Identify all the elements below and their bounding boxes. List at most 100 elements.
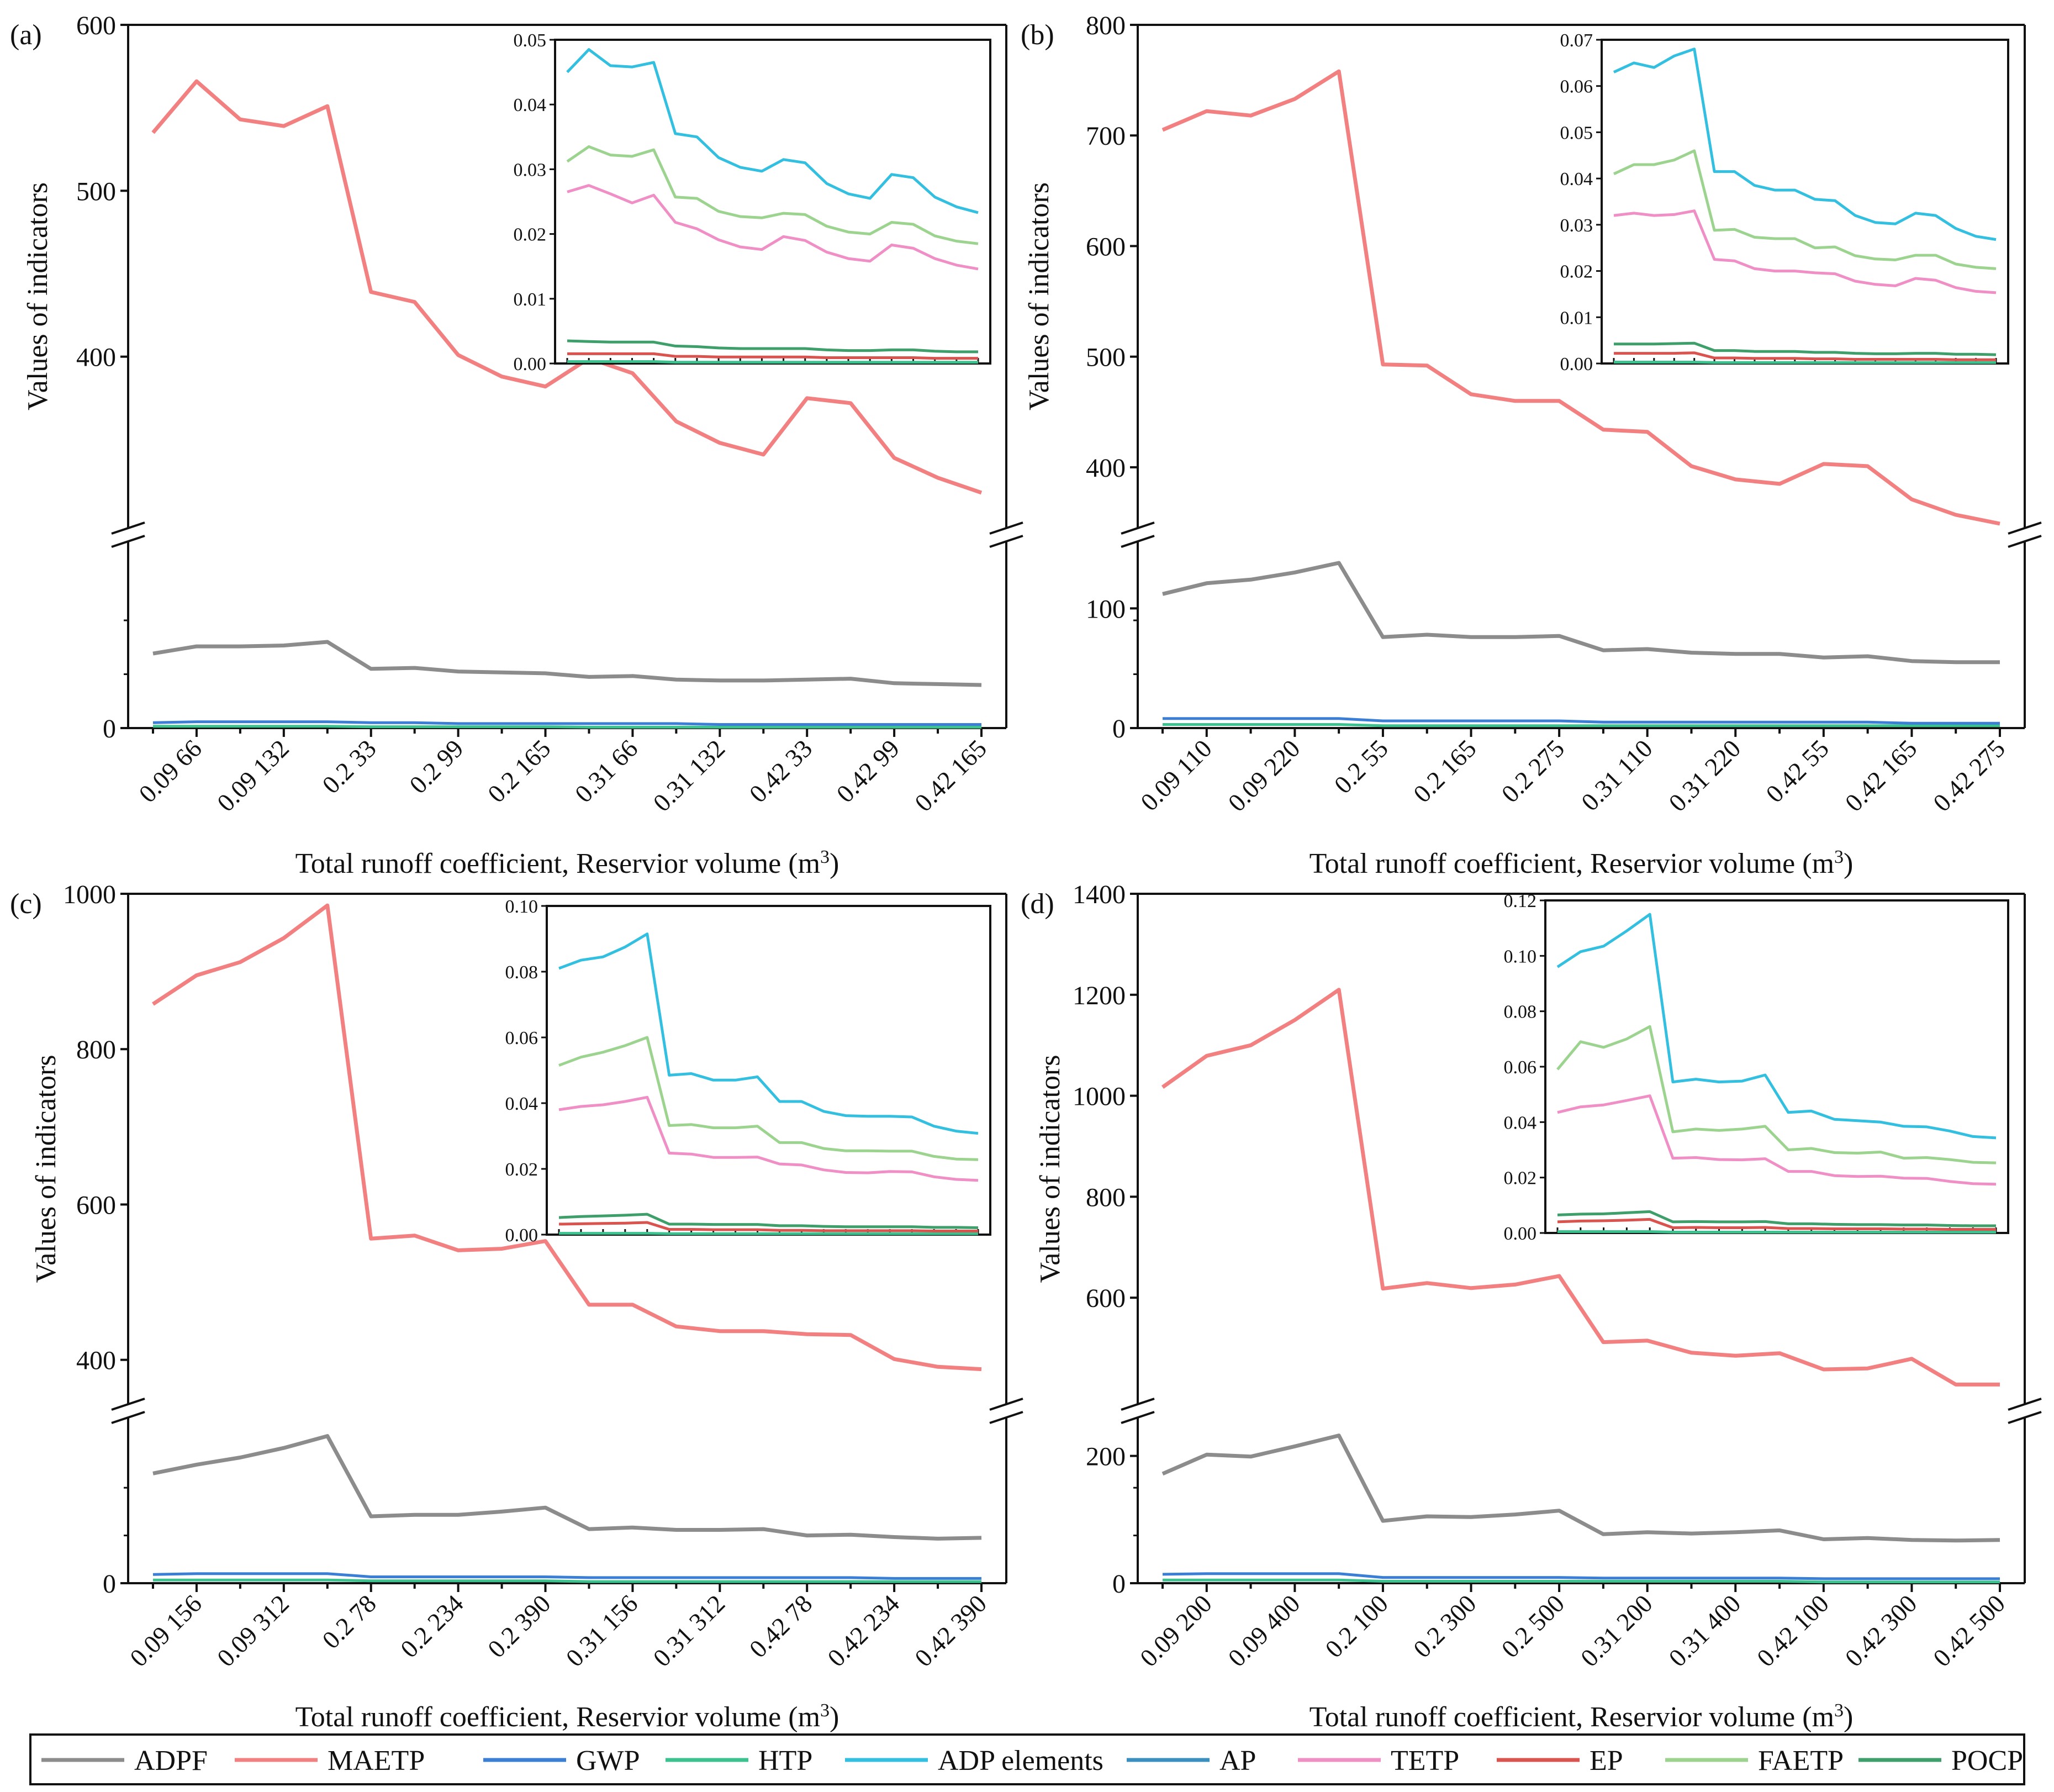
x-axis-label-text: Total runoff coefficient, Reservior volu… [1310, 848, 1834, 879]
x-axis-label-text: Total runoff coefficient, Reservior volu… [1310, 1701, 1834, 1733]
series-line-gwp [1163, 717, 2000, 725]
series-line-adpf [152, 640, 982, 687]
series-line-low-group [1163, 723, 2000, 728]
y-tick-label: 1000 [1073, 1082, 1126, 1111]
inset-y-tick-label: 0.03 [1560, 215, 1593, 236]
y-tick-label: 500 [76, 177, 116, 206]
inset-chart: 0.00 0.01 0.02 0.03 0.04 0.05 [514, 30, 991, 375]
x-axis-label: Total runoff coefficient, Reservior volu… [295, 847, 839, 879]
inset-series-line-ep [1557, 1217, 1996, 1231]
panel-label: (d) [1021, 888, 1054, 920]
axis-break-mark [111, 1411, 145, 1424]
x-axis-label-superscript: 3 [820, 847, 830, 867]
x-axis-label-superscript: 3 [820, 1700, 830, 1721]
axis-break-mark [2008, 1398, 2042, 1411]
inset-series-line-faetp [1556, 1025, 1997, 1164]
legend-label: ADP elements [938, 1745, 1103, 1777]
y-tick-label: 0 [103, 1569, 116, 1599]
series-line-maetp [151, 79, 983, 495]
inset-y-tick-label: 0.06 [1504, 1057, 1537, 1078]
inset-y-tick-label: 0.00 [514, 354, 547, 375]
legend-label: POCP [1951, 1745, 2023, 1777]
x-axis-label: Total runoff coefficient, Reservior volu… [1310, 1700, 1854, 1733]
legend: ADPF MAETP GWP HTP ADP elements AP TETP EP FAETP… [29, 1733, 2025, 1785]
series-line-low-group [1163, 1578, 2000, 1584]
y-tick-label: 800 [76, 1035, 116, 1064]
legend-item: HTP [666, 1745, 812, 1777]
legend-item: POCP [1858, 1745, 2023, 1777]
inset-y-tick-label: 0.08 [1504, 1002, 1537, 1023]
legend-item: FAETP [1665, 1745, 1844, 1777]
inset-chart: 0.00 0.02 0.04 0.06 0.08 0.10 0.12 [1504, 891, 2009, 1244]
legend-label: FAETP [1758, 1745, 1844, 1777]
legend-item: GWP [483, 1745, 640, 1777]
inset-series-line-pocp [1614, 341, 1997, 356]
axis-break-mark [2008, 535, 2042, 548]
y-tick-label: 700 [1086, 122, 1126, 151]
inset-series-line-adp-elements [558, 932, 979, 1135]
inset-series-line-faetp [566, 145, 979, 245]
inset-chart: 0.00 0.02 0.04 0.06 0.08 0.10 [505, 897, 991, 1246]
x-axis-label-superscript: 3 [1834, 1700, 1844, 1721]
inset-y-tick-label: 0.04 [514, 95, 547, 115]
inset-series-line-faetp [1613, 149, 1997, 270]
y-tick-label: 0 [1112, 714, 1126, 744]
legend-label: TETP [1391, 1745, 1459, 1777]
legend-item: ADPF [41, 1745, 208, 1777]
series-line-gwp [1162, 1572, 2000, 1580]
x-axis-label-suffix: ) [830, 1701, 839, 1733]
inset-series-line-faetp [558, 1036, 979, 1161]
inset-y-tick-label: 0.12 [1504, 891, 1537, 911]
inset-y-tick-label: 0.02 [1560, 262, 1593, 282]
x-axis-label-suffix: ) [1844, 1701, 1853, 1733]
legend-item: AP [1127, 1745, 1256, 1777]
inset-series-line-htp [1614, 361, 1996, 364]
y-axis-label: Values of indicators [22, 182, 54, 410]
x-axis-label-superscript: 3 [1834, 847, 1844, 867]
inset-frame [1544, 899, 2009, 1234]
inset-y-tick-label: 0.04 [1504, 1113, 1537, 1133]
legend-label: MAETP [328, 1745, 425, 1777]
inset-series-line-pocp [567, 339, 978, 354]
x-axis-label-suffix: ) [1844, 848, 1853, 879]
series-line-gwp [152, 720, 981, 726]
panel-label: (b) [1021, 19, 1054, 51]
y-tick-label: 600 [1086, 232, 1126, 261]
inset-frame [1601, 39, 2009, 365]
legend-label: EP [1590, 1745, 1623, 1777]
inset-series-line-pocp [1557, 1210, 1996, 1227]
axis-break-mark [1121, 1398, 1155, 1411]
axis-break-mark [2008, 1411, 2042, 1424]
y-axis-label: Values of indicators [30, 1055, 62, 1283]
y-tick-label: 1000 [63, 880, 116, 909]
inset-y-tick-label: 0.01 [514, 289, 547, 310]
series-line-low-group [153, 1578, 981, 1583]
inset-y-tick-label: 0.01 [1560, 308, 1593, 328]
inset-series-line-tetp [567, 184, 979, 271]
inset-y-tick-label: 0.02 [505, 1159, 538, 1180]
inset-series-line-tetp [558, 1095, 979, 1182]
inset-y-tick-label: 0.05 [1560, 123, 1593, 143]
inset-chart: 0.00 0.01 0.02 0.03 0.04 0.05 0.06 0.07 [1560, 30, 2009, 375]
legend-item: EP [1497, 1745, 1623, 1777]
axis-break-mark [989, 1398, 1023, 1411]
series-line-gwp [152, 1572, 981, 1580]
axis-break-mark [1121, 1411, 1155, 1424]
axis-break-mark [111, 1398, 145, 1411]
y-axis-label: Values of indicators [1034, 1055, 1066, 1283]
inset-series-line-ep [1614, 351, 1996, 361]
inset-y-tick-label: 0.07 [1560, 30, 1593, 51]
y-tick-label: 600 [76, 11, 116, 40]
axis-break-mark [111, 535, 145, 548]
inset-y-tick-label: 0.06 [1560, 77, 1593, 97]
inset-frame [554, 39, 991, 365]
inset-series-line-ep [567, 352, 978, 360]
inset-frame [546, 905, 991, 1236]
inset-y-tick-label: 0.10 [1504, 946, 1537, 967]
inset-y-tick-label: 0.00 [1560, 354, 1593, 375]
legend-item: MAETP [235, 1745, 425, 1777]
series-line-maetp [1161, 988, 2000, 1387]
y-tick-label: 600 [1086, 1284, 1126, 1313]
inset-y-tick-label: 0.08 [505, 962, 538, 983]
legend-label: AP [1219, 1745, 1256, 1777]
